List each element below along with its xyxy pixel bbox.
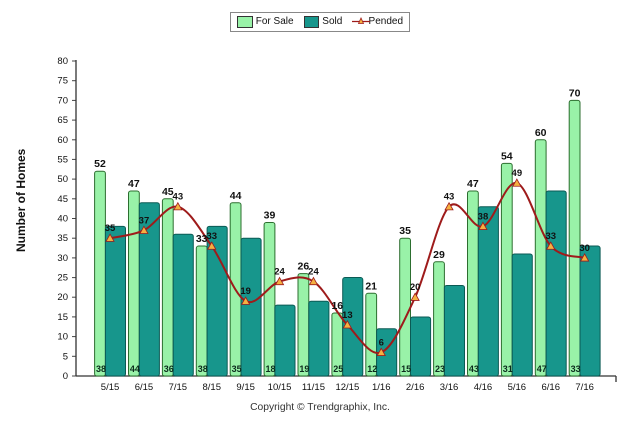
- svg-text:10/15: 10/15: [268, 382, 292, 393]
- svg-text:30: 30: [579, 243, 590, 254]
- svg-text:38: 38: [198, 364, 208, 374]
- svg-text:35: 35: [105, 223, 116, 234]
- svg-text:37: 37: [139, 215, 150, 226]
- svg-text:52: 52: [94, 158, 106, 170]
- svg-text:25: 25: [333, 364, 343, 374]
- svg-text:6/16: 6/16: [542, 382, 561, 393]
- svg-text:0: 0: [63, 371, 68, 382]
- svg-text:45: 45: [57, 194, 68, 205]
- svg-text:6: 6: [379, 337, 384, 348]
- svg-text:8/15: 8/15: [203, 382, 222, 393]
- svg-text:80: 80: [57, 56, 68, 67]
- svg-text:39: 39: [264, 209, 276, 221]
- svg-text:36: 36: [164, 364, 174, 374]
- svg-text:47: 47: [128, 178, 140, 190]
- svg-text:38: 38: [96, 364, 106, 374]
- svg-text:43: 43: [444, 192, 455, 203]
- svg-text:2/16: 2/16: [406, 382, 425, 393]
- svg-text:6/15: 6/15: [135, 382, 154, 393]
- svg-text:33: 33: [571, 364, 581, 374]
- svg-text:70: 70: [57, 95, 68, 106]
- svg-text:55: 55: [57, 154, 68, 165]
- svg-text:20: 20: [410, 282, 421, 293]
- svg-text:60: 60: [535, 127, 547, 139]
- svg-text:43: 43: [469, 364, 479, 374]
- svg-text:12/15: 12/15: [335, 382, 359, 393]
- svg-text:5: 5: [63, 351, 68, 362]
- svg-text:24: 24: [274, 267, 285, 278]
- svg-text:33: 33: [206, 231, 217, 242]
- svg-text:10: 10: [57, 332, 68, 343]
- svg-text:20: 20: [57, 292, 68, 303]
- svg-text:7/15: 7/15: [169, 382, 188, 393]
- svg-text:49: 49: [512, 168, 523, 179]
- svg-text:70: 70: [569, 87, 581, 99]
- svg-text:30: 30: [57, 253, 68, 264]
- svg-text:50: 50: [57, 174, 68, 185]
- svg-text:33: 33: [545, 231, 556, 242]
- svg-text:60: 60: [57, 135, 68, 146]
- svg-text:44: 44: [230, 190, 242, 202]
- svg-text:21: 21: [365, 280, 377, 292]
- svg-text:44: 44: [130, 364, 140, 374]
- svg-text:29: 29: [433, 249, 445, 261]
- svg-text:11/15: 11/15: [302, 382, 325, 393]
- svg-text:35: 35: [232, 364, 242, 374]
- svg-text:35: 35: [399, 225, 411, 237]
- svg-text:12: 12: [367, 364, 377, 374]
- svg-text:19: 19: [240, 286, 251, 297]
- svg-text:35: 35: [57, 233, 68, 244]
- svg-text:4/16: 4/16: [474, 382, 493, 393]
- svg-text:15: 15: [57, 312, 68, 323]
- svg-text:23: 23: [435, 364, 445, 374]
- svg-text:13: 13: [342, 310, 353, 321]
- svg-text:47: 47: [537, 364, 547, 374]
- svg-text:65: 65: [57, 115, 68, 126]
- svg-text:75: 75: [57, 76, 68, 87]
- svg-text:18: 18: [265, 364, 275, 374]
- svg-text:9/15: 9/15: [236, 382, 255, 393]
- svg-text:5/16: 5/16: [508, 382, 527, 393]
- svg-text:24: 24: [308, 267, 319, 278]
- svg-text:15: 15: [401, 364, 411, 374]
- svg-text:3/16: 3/16: [440, 382, 459, 393]
- svg-text:7/16: 7/16: [575, 382, 594, 393]
- svg-text:38: 38: [478, 211, 489, 222]
- svg-text:31: 31: [503, 364, 513, 374]
- svg-text:19: 19: [299, 364, 309, 374]
- svg-text:1/16: 1/16: [372, 382, 391, 393]
- svg-text:47: 47: [467, 178, 479, 190]
- svg-text:40: 40: [57, 214, 68, 225]
- svg-text:54: 54: [501, 150, 513, 162]
- svg-text:5/15: 5/15: [101, 382, 120, 393]
- svg-text:25: 25: [57, 273, 68, 284]
- svg-text:43: 43: [173, 192, 184, 203]
